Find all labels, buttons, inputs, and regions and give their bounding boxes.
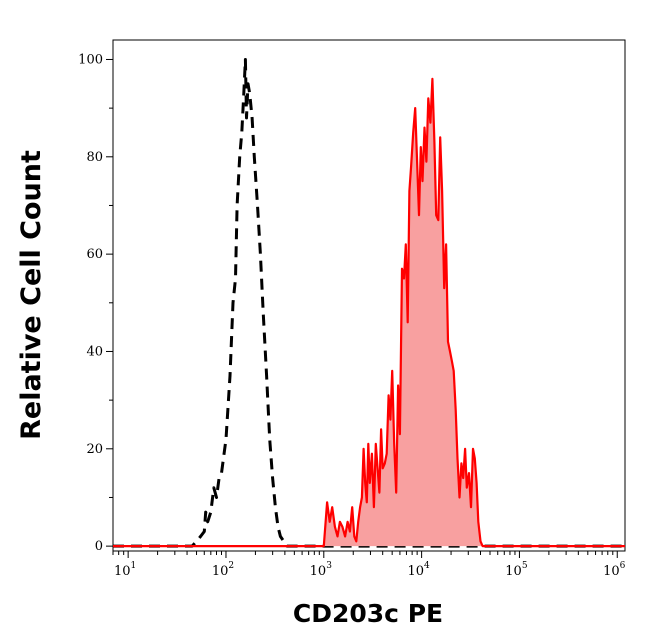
x-axis-title: CD203c PE <box>293 599 443 628</box>
y-tick-label: 40 <box>86 344 103 359</box>
x-tick-label: 104 <box>407 561 430 579</box>
y-tick-label: 80 <box>86 150 103 165</box>
y-tick-label: 0 <box>95 539 103 554</box>
x-tick-label: 103 <box>310 561 333 579</box>
y-tick-label: 60 <box>86 247 103 262</box>
x-axis-ticks: 101 102 103 104 105 106 <box>112 551 626 579</box>
x-tick-label: 102 <box>212 561 234 579</box>
series-layer <box>113 58 625 548</box>
plot-frame <box>112 39 626 552</box>
x-tick-label: 106 <box>603 561 626 579</box>
y-axis-ticks: 0 20 40 60 80 100 <box>78 52 113 554</box>
series-line-1 <box>113 77 625 548</box>
x-tick-label: 105 <box>505 561 528 579</box>
y-tick-label: 100 <box>78 52 103 67</box>
series-line-0 <box>113 58 625 548</box>
x-tick-label: 101 <box>114 561 136 579</box>
y-tick-label: 20 <box>86 442 103 457</box>
y-axis-title: Relative Cell Count <box>16 150 47 440</box>
